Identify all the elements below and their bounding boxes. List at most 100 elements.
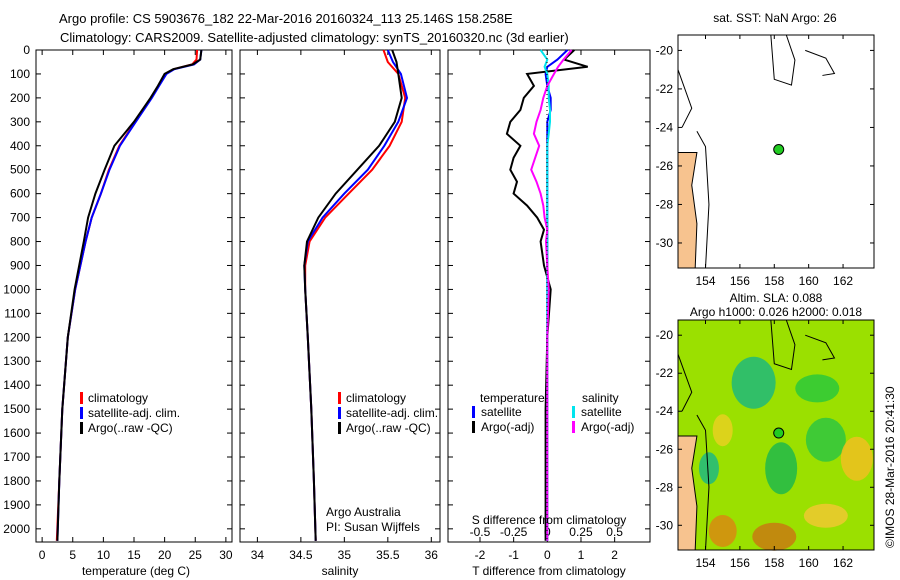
x2-tick-label: -0.5 (470, 525, 491, 539)
sla-anomaly-blob (795, 374, 840, 403)
x-tick-label: -1 (508, 548, 519, 562)
series-line-climatology (55, 49, 199, 541)
reef-contour (770, 34, 796, 86)
lat-tick-label: -20 (656, 328, 674, 342)
sla-map-frame (677, 319, 875, 551)
lon-tick-label: 158 (764, 556, 784, 570)
diff-x2label: S difference from climatology (472, 513, 627, 527)
depth-tick-label: 800 (10, 235, 30, 249)
lon-tick-label: 162 (833, 274, 853, 288)
depth-tick-label: 0 (23, 43, 30, 57)
lon-tick-label: 156 (730, 556, 750, 570)
lon-tick-label: 160 (799, 274, 819, 288)
series-line-satellite-adj-clim- (56, 49, 203, 541)
lon-tick-label: 162 (833, 556, 853, 570)
reef-contour (770, 319, 796, 371)
depth-tick-label: 200 (10, 91, 30, 105)
lon-tick-label: 160 (799, 556, 819, 570)
depth-tick-label: 1900 (3, 498, 30, 512)
x2-tick-label: 0.5 (606, 525, 623, 539)
lat-tick-label: -26 (656, 159, 674, 173)
legend-title: temperature (480, 391, 545, 405)
legend-label: Argo(-adj) (581, 420, 634, 434)
lat-tick-label: -26 (656, 442, 674, 456)
series-line-t-argo-adj- (505, 49, 588, 541)
depth-tick-label: 1800 (3, 474, 30, 488)
reef-contour (805, 49, 836, 76)
argo-position-marker (773, 427, 785, 439)
credit-text: ©IMOS 28-Mar-2016 20:41:30 (883, 386, 897, 548)
sla-map-title-2: Argo h1000: 0.026 h2000: 0.018 (690, 305, 862, 319)
legend-label: climatology (88, 391, 148, 405)
series-line-argo-raw-qc- (56, 49, 203, 541)
lon-tick-label: 154 (695, 556, 715, 570)
x-tick-label: -2 (475, 548, 486, 562)
legend-label: satellite-adj. clim. (88, 406, 180, 420)
plot-frame-difference (447, 49, 651, 543)
x-tick-label: 5 (69, 548, 76, 562)
legend-swatch (472, 421, 475, 433)
depth-tick-label: 1700 (3, 450, 30, 464)
lat-tick-label: -28 (656, 480, 674, 494)
title-line-2: Climatology: CARS2009. Satellite-adjuste… (60, 30, 569, 45)
legend-title: salinity (582, 391, 619, 405)
lat-tick-label: -30 (656, 518, 674, 532)
legend-swatch (338, 407, 341, 419)
legend-swatch (80, 392, 83, 404)
sla-anomaly-blob (731, 356, 776, 409)
temperature-xlabel: temperature (deg C) (82, 564, 190, 578)
legend-label: satellite (581, 405, 622, 419)
depth-tick-label: 1400 (3, 378, 30, 392)
x-tick-label: 35 (338, 548, 352, 562)
annotation-line-1: Argo Australia (326, 505, 401, 519)
plot-frame-salinity (239, 49, 441, 543)
x-tick-label: 2 (611, 548, 618, 562)
depth-tick-label: 1000 (3, 282, 30, 296)
sst-map-frame (677, 34, 875, 269)
x-tick-label: 15 (127, 548, 141, 562)
depth-tick-label: 900 (10, 258, 30, 272)
series-line-climatology (304, 49, 407, 541)
x-tick-label: 34.5 (289, 548, 313, 562)
depth-tick-label: 300 (10, 115, 30, 129)
x-tick-label: 35.5 (376, 548, 400, 562)
x-tick-label: 0 (544, 548, 551, 562)
lon-tick-label: 158 (764, 274, 784, 288)
x-tick-label: 25 (189, 548, 203, 562)
x-tick-label: 1 (578, 548, 585, 562)
legend-swatch (80, 407, 83, 419)
x-tick-label: 34 (251, 548, 265, 562)
x2-tick-label: -0.25 (500, 525, 528, 539)
lon-tick-label: 156 (730, 274, 750, 288)
depth-tick-label: 400 (10, 139, 30, 153)
land-australia (677, 435, 698, 551)
depth-tick-label: 1200 (3, 330, 30, 344)
legend-label: satellite-adj. clim. (346, 406, 438, 420)
argo-position-marker (773, 143, 785, 155)
lat-tick-label: -20 (656, 43, 674, 57)
legend-label: Argo(..raw -QC) (346, 421, 431, 435)
legend-swatch (572, 421, 575, 433)
title-line-1: Argo profile: CS 5903676_182 22-Mar-2016… (59, 11, 513, 26)
series-line-argo-raw-qc- (303, 49, 403, 541)
depth-tick-label: 700 (10, 211, 30, 225)
depth-tick-label: 1600 (3, 426, 30, 440)
lat-tick-label: -24 (656, 404, 674, 418)
legend-swatch (472, 406, 475, 418)
x-tick-label: 20 (158, 548, 172, 562)
legend-label: satellite (481, 405, 522, 419)
legend-swatch (338, 422, 341, 434)
x-tick-label: 30 (219, 548, 233, 562)
sla-anomaly-blob (840, 436, 873, 481)
land-australia (677, 151, 698, 269)
lat-tick-label: -24 (656, 120, 674, 134)
coastline-contour (677, 354, 710, 551)
reef-contour (805, 334, 836, 361)
depth-tick-label: 500 (10, 163, 30, 177)
depth-tick-label: 1300 (3, 354, 30, 368)
legend-swatch (80, 422, 83, 434)
legend-swatch (338, 392, 341, 404)
series-line-s-argo-adj- (530, 49, 573, 541)
